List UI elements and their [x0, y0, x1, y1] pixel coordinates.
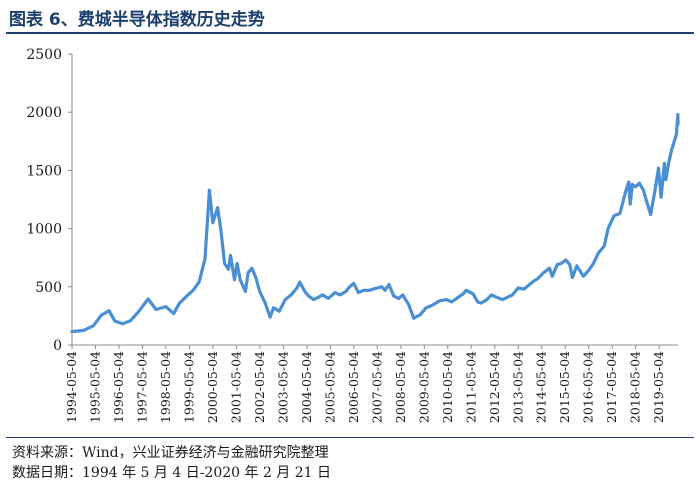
x-tick-label: 1995-05-04	[87, 351, 102, 423]
x-tick-label: 2003-05-04	[275, 351, 290, 423]
x-tick-label: 1994-05-04	[64, 351, 79, 423]
x-tick-label: 2016-05-04	[581, 351, 596, 423]
y-tick-label: 0	[53, 338, 62, 354]
x-tick-label: 2019-05-04	[651, 351, 666, 423]
x-tick-label: 2000-05-04	[205, 351, 220, 423]
y-axis-ticks: 0 500 1000 1500 2000 2500	[26, 47, 72, 354]
x-tick-label: 2009-05-04	[416, 351, 431, 423]
title-rule	[6, 32, 694, 34]
chart-axes	[71, 54, 678, 346]
x-tick-label: 2017-05-04	[604, 351, 619, 423]
data-date-note: 数据日期：1994 年 5 月 4 日-2020 年 2 月 21 日	[12, 465, 332, 481]
x-tick-label: 2011-05-04	[463, 351, 478, 423]
x-tick-label: 1999-05-04	[181, 351, 196, 423]
series-line	[70, 112, 680, 334]
x-tick-label: 2001-05-04	[228, 351, 243, 423]
y-tick-label: 2000	[26, 105, 62, 121]
x-axis-ticks: 1994-05-04 1995-05-04 1996-05-04 1997-05-04…	[64, 345, 666, 423]
y-tick-label: 1500	[26, 163, 62, 179]
x-tick-label: 2014-05-04	[534, 351, 549, 423]
y-tick-label: 500	[35, 280, 62, 296]
x-tick-label: 2015-05-04	[557, 351, 572, 423]
figure-title: 图表 6、费城半导体指数历史走势	[9, 10, 265, 30]
x-tick-label: 1996-05-04	[111, 351, 126, 423]
x-tick-label: 1998-05-04	[158, 351, 173, 423]
source-note: 资料来源：Wind，兴业证券经济与金融研究院整理	[12, 445, 329, 461]
x-tick-label: 2006-05-04	[346, 351, 361, 423]
x-tick-label: 2012-05-04	[487, 351, 502, 423]
x-tick-label: 2005-05-04	[322, 351, 337, 423]
x-tick-label: 2010-05-04	[440, 351, 455, 423]
source-rule	[6, 437, 694, 438]
x-tick-label: 1997-05-04	[134, 351, 149, 423]
x-tick-label: 2004-05-04	[299, 351, 314, 423]
x-tick-label: 2007-05-04	[369, 351, 384, 423]
x-tick-label: 2008-05-04	[393, 351, 408, 423]
x-tick-label: 2018-05-04	[628, 351, 643, 423]
x-tick-label: 2002-05-04	[252, 351, 267, 423]
y-tick-label: 1000	[26, 222, 62, 238]
y-tick-label: 2500	[26, 47, 62, 63]
x-tick-label: 2013-05-04	[510, 351, 525, 423]
